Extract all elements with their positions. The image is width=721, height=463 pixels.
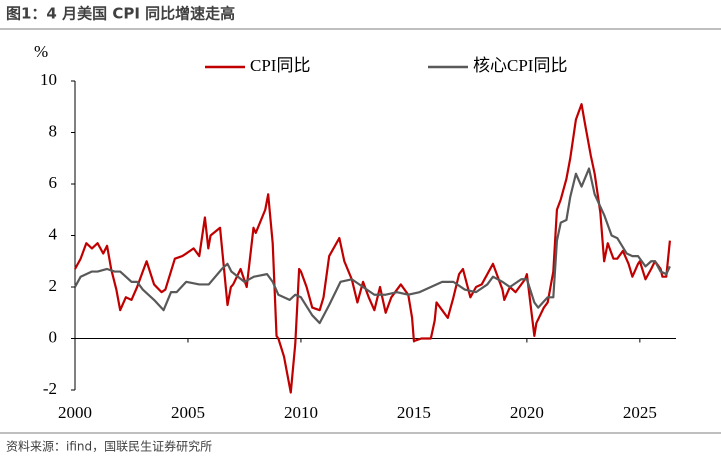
y-tick-label: 2: [49, 276, 58, 295]
series-line: [74, 103, 671, 394]
y-tick-label: 4: [49, 224, 58, 243]
x-tick-label: 2010: [284, 403, 318, 422]
x-tick-label: 2000: [58, 403, 92, 422]
x-tick-label: 2015: [397, 403, 431, 422]
x-tick-label: 2025: [623, 403, 657, 422]
x-tick-label: 2020: [510, 403, 544, 422]
y-axis-label: %: [34, 42, 48, 61]
legend-label: 核心CPI同比: [473, 56, 567, 75]
y-tick-label: 10: [40, 70, 57, 89]
chart-title: 图1：4 月美国 CPI 同比增速走高: [6, 5, 235, 23]
source: 资料来源：ifind，国联民生证券研究所: [6, 439, 212, 454]
y-tick-label: -2: [43, 379, 57, 398]
legend-label: CPI同比: [250, 56, 310, 75]
x-tick-label: 2005: [171, 403, 205, 422]
series-line: [74, 167, 671, 325]
y-tick-label: 8: [49, 121, 58, 140]
y-tick-label: 0: [49, 327, 58, 346]
y-tick-label: 6: [49, 173, 58, 192]
